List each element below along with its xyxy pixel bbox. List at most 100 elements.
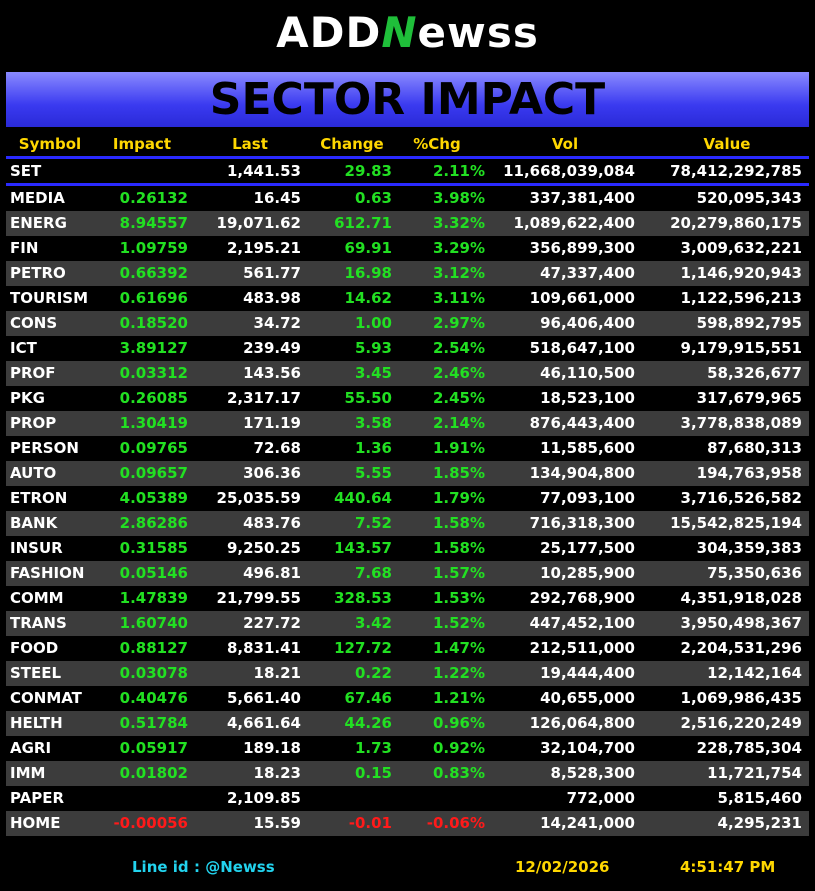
cell-value: 171.19 — [243, 414, 301, 432]
cell-value: 3.29% — [432, 239, 485, 257]
cell-value: 239.49 — [243, 339, 301, 357]
cell-value: 496.81 — [243, 564, 301, 582]
cell-value: 227.72 — [243, 614, 301, 632]
cell-value: 0.05917 — [119, 739, 188, 757]
cell-value: 75,350,636 — [707, 564, 802, 582]
row-bg — [6, 311, 809, 336]
row-bg — [6, 211, 809, 236]
column-header: Value — [703, 135, 751, 153]
column-header: Vol — [551, 135, 579, 153]
cell-value: 19,444,400 — [540, 664, 635, 682]
column-header: Symbol — [18, 135, 82, 153]
symbol: PROP — [10, 414, 57, 432]
cell-value: 447,452,100 — [529, 614, 635, 632]
cell-value: 772,000 — [566, 789, 635, 807]
symbol: PETRO — [10, 264, 66, 282]
column-header: Last — [232, 135, 268, 153]
column-header: Change — [320, 135, 384, 153]
cell-value: 143.57 — [334, 539, 392, 557]
cell-value: 0.09765 — [119, 439, 188, 457]
cell-value: 1.21% — [432, 689, 485, 707]
cell-value: 3.45 — [354, 364, 392, 382]
symbol: STEEL — [10, 664, 62, 682]
symbol: PAPER — [10, 789, 65, 807]
cell-value: 16.45 — [253, 189, 301, 207]
cell-value: 1.53% — [432, 589, 485, 607]
cell-value: 2.45% — [432, 389, 485, 407]
cell-value: 561.77 — [243, 264, 301, 282]
line-label: Line id — [132, 858, 189, 876]
cell-value: 194,763,958 — [696, 464, 802, 482]
row-bg — [6, 661, 809, 686]
column-header: %Chg — [413, 135, 461, 153]
cell-value: 1.36 — [354, 439, 392, 457]
cell-value: 3,716,526,582 — [680, 489, 802, 507]
cell-value: 0.92% — [432, 739, 485, 757]
cell-value: 14.62 — [344, 289, 392, 307]
cell-value: 134,904,800 — [529, 464, 635, 482]
cell-value: 0.05146 — [119, 564, 188, 582]
cell-value: 3.58 — [354, 414, 392, 432]
symbol: HELTH — [10, 714, 63, 732]
row-bg — [6, 811, 809, 836]
cell-value: 356,899,300 — [529, 239, 635, 257]
cell-value: 8,528,300 — [550, 764, 635, 782]
cell-value: 7.52 — [354, 514, 392, 532]
cell-value: 1.09759 — [119, 239, 188, 257]
cell-value: 18.23 — [253, 764, 301, 782]
cell-value: 32,104,700 — [540, 739, 635, 757]
cell-value: 18.21 — [253, 664, 301, 682]
cell-value: 25,177,500 — [540, 539, 635, 557]
cell-value: -0.06% — [426, 814, 485, 832]
cell-value: 3.11% — [432, 289, 485, 307]
symbol: FASHION — [10, 564, 85, 582]
cell-value: -0.01 — [348, 814, 392, 832]
row-bg — [6, 611, 809, 636]
symbol: IMM — [10, 764, 46, 782]
cell-value: 9,250.25 — [226, 539, 301, 557]
row-bg — [6, 561, 809, 586]
cell-value: 7.68 — [354, 564, 392, 582]
cell-value: 1,441.53 — [226, 162, 301, 180]
cell-value: 3.98% — [432, 189, 485, 207]
line-value: : @Newss — [194, 858, 275, 876]
cell-value: 78,412,292,785 — [670, 162, 802, 180]
cell-value: 1.47839 — [119, 589, 188, 607]
cell-value: 0.18520 — [119, 314, 188, 332]
cell-value: 440.64 — [334, 489, 392, 507]
cell-value: 47,337,400 — [540, 264, 635, 282]
symbol: CONS — [10, 314, 58, 332]
date: 12/02/2026 — [515, 858, 610, 876]
cell-value: 3,009,632,221 — [680, 239, 802, 257]
logo: ADDNewss — [0, 8, 815, 57]
cell-value: 5,815,460 — [717, 789, 802, 807]
cell-value: 598,892,795 — [696, 314, 802, 332]
cell-value: 69.91 — [344, 239, 392, 257]
cell-value: 2.46% — [432, 364, 485, 382]
cell-value: 1.47% — [432, 639, 485, 657]
cell-value: 3.12% — [432, 264, 485, 282]
cell-value: 9,179,915,551 — [680, 339, 802, 357]
cell-value: 126,064,800 — [529, 714, 635, 732]
cell-value: 317,679,965 — [696, 389, 802, 407]
symbol: MEDIA — [10, 189, 65, 207]
cell-value: 483.98 — [243, 289, 301, 307]
cell-value: 3.32% — [432, 214, 485, 232]
cell-value: 1.73 — [354, 739, 392, 757]
cell-value: 0.01802 — [119, 764, 188, 782]
cell-value: 5.55 — [354, 464, 392, 482]
cell-value: 2,317.17 — [226, 389, 301, 407]
cell-value: 1.57% — [432, 564, 485, 582]
cell-value: 25,035.59 — [216, 489, 301, 507]
cell-value: 0.66392 — [119, 264, 188, 282]
cell-value: 40,655,000 — [540, 689, 635, 707]
cell-value: 16.98 — [344, 264, 392, 282]
cell-value: 2.54% — [432, 339, 485, 357]
symbol: PERSON — [10, 439, 79, 457]
row-bg — [6, 711, 809, 736]
cell-value: 109,661,000 — [529, 289, 635, 307]
cell-value: 483.76 — [243, 514, 301, 532]
divider — [6, 183, 809, 186]
banner: SECTOR IMPACT — [6, 72, 809, 127]
cell-value: 19,071.62 — [216, 214, 301, 232]
